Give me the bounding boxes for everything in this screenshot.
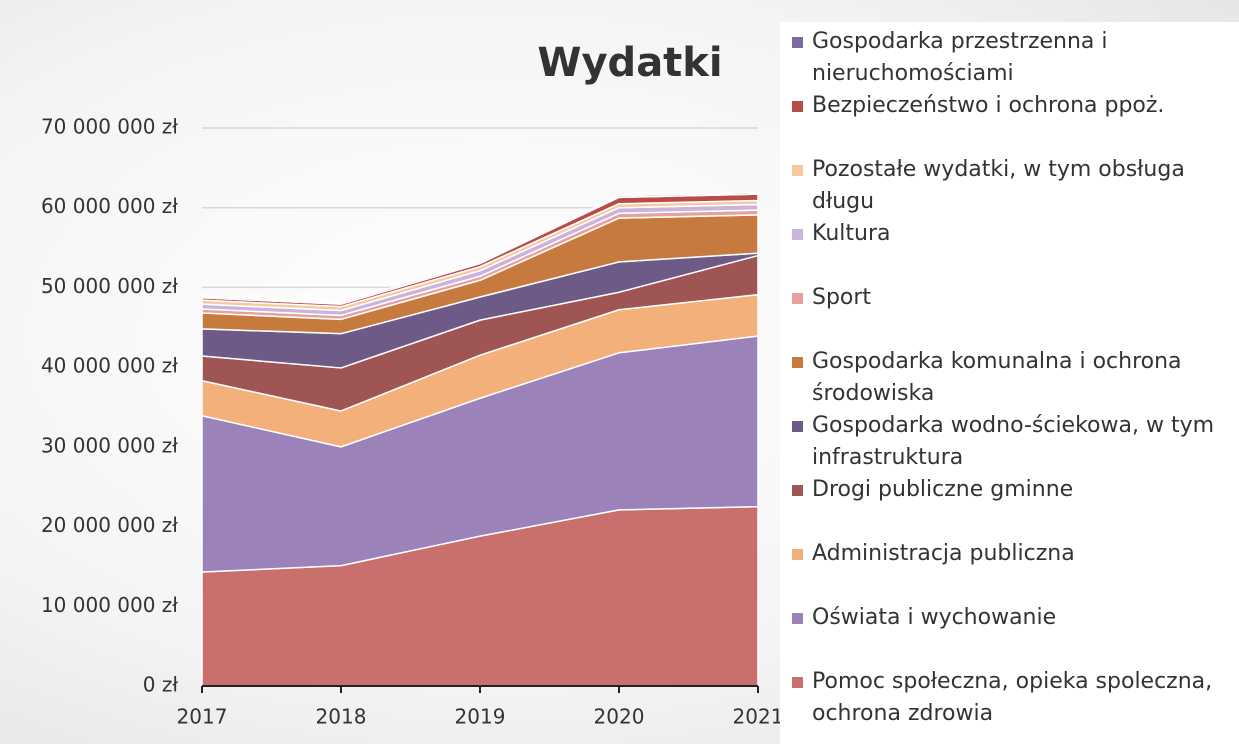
legend-label: Oświata i wychowanie — [812, 605, 1057, 630]
y-tick-label: 10 000 000 zł — [41, 593, 178, 617]
legend-swatch — [792, 677, 803, 688]
y-tick-label: 60 000 000 zł — [41, 194, 178, 218]
legend-label: Gospodarka wodno-ściekowa, w tym infrast… — [812, 413, 1215, 470]
legend-label: Gospodarka komunalna i ochrona środowisk… — [812, 349, 1182, 406]
legend-item: Oświata i wychowanie — [790, 602, 1239, 634]
legend-swatch — [792, 101, 803, 112]
legend-label: Kultura — [812, 221, 891, 246]
legend-swatch — [792, 293, 803, 304]
y-tick-label: 30 000 000 zł — [41, 433, 178, 457]
x-tick-label: 2017 — [177, 705, 228, 729]
x-tick-label: 2019 — [455, 705, 506, 729]
legend-label: Drogi publiczne gminne — [812, 477, 1074, 502]
legend-item: Bezpieczeństwo i ochrona ppoż. — [790, 90, 1239, 122]
legend: Gospodarka przestrzenna i nieruchomościa… — [780, 22, 1239, 744]
legend-item: Gospodarka wodno-ściekowa, w tym infrast… — [790, 410, 1239, 474]
x-tick-label: 2020 — [594, 705, 645, 729]
x-tick-label: 2021 — [733, 705, 784, 729]
legend-item: Gospodarka komunalna i ochrona środowisk… — [790, 346, 1239, 410]
legend-swatch — [792, 421, 803, 432]
legend-label: Pozostałe wydatki, w tym obsługa długu — [812, 157, 1185, 214]
legend-item: Kultura — [790, 218, 1239, 250]
y-tick-label: 20 000 000 zł — [41, 513, 178, 537]
legend-swatch — [792, 37, 803, 48]
legend-item: Pozostałe wydatki, w tym obsługa długu — [790, 154, 1239, 218]
legend-swatch — [792, 549, 803, 560]
chart-title: Wydatki — [537, 40, 722, 86]
legend-swatch — [792, 613, 803, 624]
legend-label: Gospodarka przestrzenna i nieruchomościa… — [812, 29, 1108, 86]
legend-label: Pomoc społeczna, opieka spoleczna, ochro… — [812, 669, 1213, 726]
legend-item: Gospodarka przestrzenna i nieruchomościa… — [790, 26, 1239, 90]
legend-item: Pomoc społeczna, opieka spoleczna, ochro… — [790, 666, 1239, 730]
legend-swatch — [792, 229, 803, 240]
legend-label: Bezpieczeństwo i ochrona ppoż. — [812, 93, 1165, 118]
legend-swatch — [792, 165, 803, 176]
legend-swatch — [792, 485, 803, 496]
y-tick-label: 50 000 000 zł — [41, 274, 178, 298]
legend-label: Sport — [812, 285, 872, 310]
legend-item: Administracja publiczna — [790, 538, 1239, 570]
legend-label: Administracja publiczna — [812, 541, 1075, 566]
area — [201, 191, 759, 305]
legend-item: Drogi publiczne gminne — [790, 474, 1239, 506]
legend-swatch — [792, 357, 803, 368]
x-tick-label: 2018 — [316, 705, 367, 729]
legend-item: Sport — [790, 282, 1239, 314]
y-tick-label: 70 000 000 zł — [41, 115, 178, 139]
y-tick-label: 0 zł — [143, 673, 179, 697]
y-tick-label: 40 000 000 zł — [41, 354, 178, 378]
